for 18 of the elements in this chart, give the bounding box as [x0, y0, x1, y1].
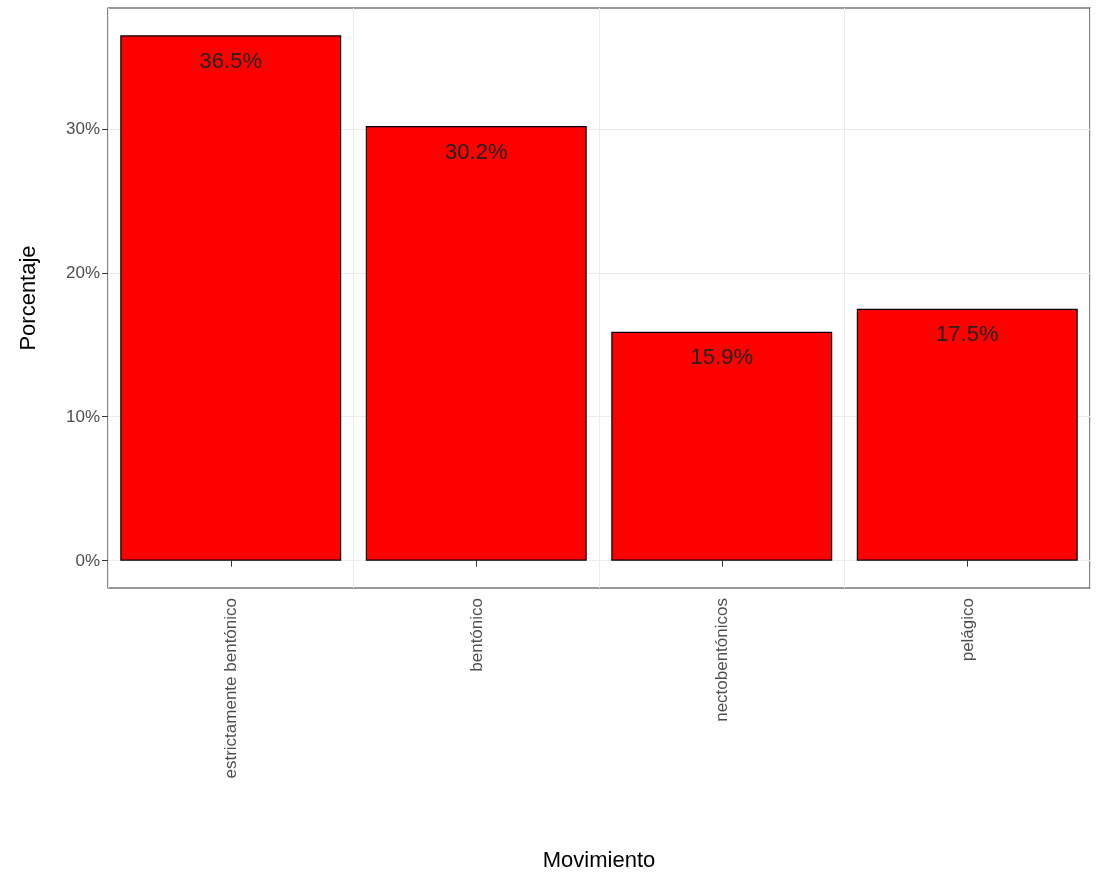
bar: [856, 308, 1078, 561]
data-label: 30.2%: [445, 138, 508, 164]
y-tick-label: 20%: [65, 263, 100, 283]
data-label: 36.5%: [199, 47, 262, 73]
data-label: 17.5%: [936, 321, 999, 347]
x-tick-label: pelágico: [957, 598, 977, 662]
x-tick-label: bentónico: [466, 598, 486, 672]
x-axis-title: Movimiento: [542, 846, 656, 872]
bar: [365, 126, 587, 561]
y-tick-label: 30%: [65, 119, 100, 139]
x-tick-label: nectobentónicos: [712, 598, 732, 722]
bar: [611, 331, 833, 561]
y-tick-label: 10%: [65, 407, 100, 427]
data-label: 15.9%: [690, 344, 753, 370]
bar: [120, 35, 342, 561]
y-tick-label: 0%: [75, 551, 100, 571]
y-axis-title: Porcentaje: [14, 245, 40, 351]
x-tick-label: estrictamente bentónico: [221, 598, 241, 779]
